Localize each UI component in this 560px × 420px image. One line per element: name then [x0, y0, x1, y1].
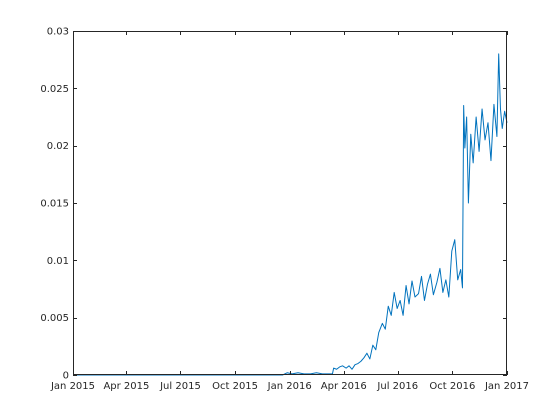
plot-area: [73, 31, 508, 376]
x-tick-label: Jan 2017: [484, 381, 529, 392]
y-tick-label: 0.005: [40, 313, 69, 324]
y-tick-label: 0: [63, 371, 69, 382]
y-tick-label: 0.015: [40, 199, 69, 210]
x-tick-label: Jul 2016: [376, 381, 418, 392]
plot-frame: [73, 31, 507, 375]
x-tick-label: Jan 2016: [267, 381, 312, 392]
y-axis-tick-labels: 0 0.005 0.01 0.015 0.02 0.025 0.03: [40, 27, 69, 382]
y-tick-label: 0.01: [47, 256, 69, 267]
x-tick-label: Apr 2015: [103, 381, 149, 392]
x-tick-label: Oct 2015: [212, 381, 258, 392]
y-tick-label: 0.025: [40, 84, 69, 95]
x-tick-label: Oct 2016: [429, 381, 475, 392]
series-layer: [73, 53, 508, 376]
x-tick-label: Apr 2016: [321, 381, 367, 392]
series-line-0: [73, 53, 508, 376]
x-tick-label: Jan 2015: [50, 381, 95, 392]
plot-background: [73, 31, 507, 375]
x-tick-label: Jul 2015: [159, 381, 201, 392]
y-tick-label: 0.02: [47, 141, 69, 152]
y-tick-label: 0.03: [47, 27, 69, 38]
x-axis-tick-labels: Jan 2015 Apr 2015 Jul 2015 Oct 2015 Jan 2016…: [50, 381, 529, 392]
